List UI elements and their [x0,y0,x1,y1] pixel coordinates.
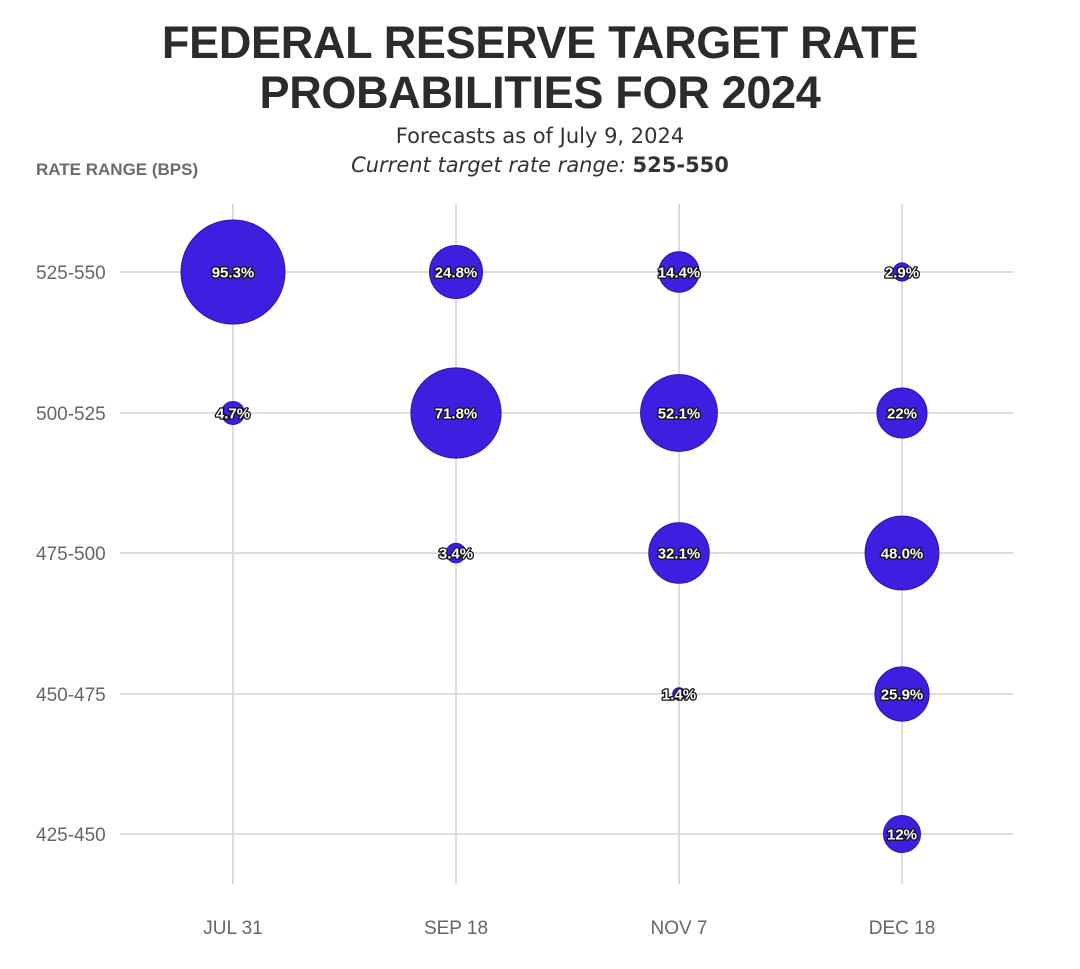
bubble-label: 24.8% [435,265,478,282]
bubble-label: 12% [887,827,917,844]
bubble-label: 32.1% [658,546,701,563]
bubble-label: 3.4% [439,546,473,563]
chart-subtitle: Forecasts as of July 9, 2024 [395,124,685,148]
probability-bubble [429,245,483,299]
probability-bubble [672,687,686,701]
y-axis-ticks: 525-550 500-525 475-500 450-475 425-450 [36,263,106,846]
x-tick-label: SEP 18 [424,918,488,939]
y-tick-label: 425-450 [36,825,106,846]
x-axis-ticks: JUL 31 SEP 18 NOV 7 DEC 18 [203,918,935,939]
bubble-label: 71.8% [435,406,478,423]
bubble-label: 52.1% [658,406,701,423]
probability-bubble [180,219,286,325]
probability-bubble [410,367,502,459]
probability-bubble [445,542,467,564]
y-tick-label: 525-550 [36,263,106,284]
x-tick-label: DEC 18 [869,918,936,939]
chart-title: FEDERAL RESERVE TARGET RATE PROBABILITIE… [161,17,919,118]
x-tick-label: NOV 7 [650,918,707,939]
bubble-label: 22% [887,406,917,423]
bubble-label: 95.3% [212,265,255,282]
current-rate-note: Current target rate range: 525-550 [0,151,1080,180]
probability-bubble [874,666,930,722]
y-axis-label: RATE RANGE (BPS) [36,160,199,179]
probability-bubble [658,251,700,293]
bubble-label: 48.0% [881,546,924,563]
probability-bubble [864,515,940,591]
current-rate-label: Current target rate range: [351,153,626,177]
y-tick-label: 500-525 [36,404,106,425]
bubble-label: 1.4% [662,687,696,704]
bubble-label: 4.7% [216,406,250,423]
bubble-label: 25.9% [881,687,924,704]
probability-bubble [221,401,245,425]
probability-bubble [892,262,912,282]
bubble-label: 2.9% [885,265,919,282]
y-tick-label: 475-500 [36,544,106,565]
probability-bubble [883,815,921,853]
y-tick-label: 450-475 [36,685,106,706]
bubbles: 95.3% 4.7% 24.8% 71.8% 3.4% 14.4% 52.1% 32.1% 1.… [180,219,940,853]
bubble-label: 14.4% [658,265,701,282]
current-rate-value: 525-550 [632,153,729,177]
probability-bubble [640,374,718,452]
probability-bubble [876,387,928,439]
x-tick-label: JUL 31 [203,918,263,939]
probability-bubble [648,522,710,584]
